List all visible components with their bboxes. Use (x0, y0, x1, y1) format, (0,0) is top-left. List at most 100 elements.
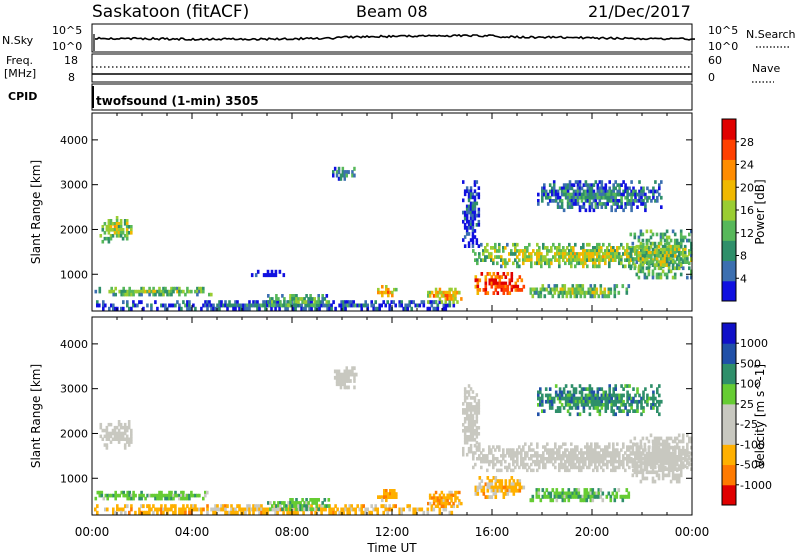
heatmap-cell (304, 306, 307, 311)
heatmap-cell (107, 437, 111, 441)
heatmap-cell (440, 490, 444, 495)
heatmap-cell (681, 464, 685, 468)
heatmap-cell (541, 189, 544, 194)
heatmap-cell (614, 403, 617, 407)
heatmap-cell (679, 464, 683, 468)
heatmap-cell (589, 494, 593, 499)
heatmap-cell (121, 228, 125, 232)
heatmap-cell (673, 461, 677, 465)
heatmap-cell (152, 493, 155, 498)
heatmap-cell (442, 507, 446, 512)
heatmap-cell (610, 403, 613, 407)
heatmap-cell (166, 289, 169, 294)
heatmap-cell (657, 451, 661, 456)
heatmap-cell (554, 199, 558, 203)
heatmap-cell (454, 496, 457, 500)
heatmap-cell (471, 241, 475, 245)
heatmap-cell (347, 385, 350, 390)
heatmap-cell (582, 454, 585, 458)
heatmap-cell (648, 195, 651, 200)
heatmap-cell (387, 293, 390, 298)
heatmap-cell (393, 489, 396, 493)
heatmap-cell (637, 451, 641, 456)
heatmap-cell (504, 275, 508, 279)
heatmap-cell (661, 439, 665, 444)
colorbar-tick-label: -25 (740, 418, 758, 431)
heatmap-cell (353, 375, 356, 380)
heatmap-cell (638, 192, 641, 197)
heatmap-cell (130, 440, 133, 444)
heatmap-cell (569, 491, 573, 496)
heatmap-cell (590, 459, 593, 464)
heatmap-cell (313, 297, 316, 301)
heatmap-cell (661, 251, 665, 255)
heatmap-cell (566, 186, 570, 191)
heatmap-cell (180, 510, 183, 515)
heatmap-cell (656, 189, 659, 194)
heatmap-cell (632, 202, 635, 206)
heatmap-cell (588, 199, 592, 203)
heatmap-cell (462, 402, 465, 406)
heatmap-cell (125, 434, 129, 439)
heatmap-cell (204, 493, 207, 498)
heatmap-cell (128, 289, 131, 294)
heatmap-cell (574, 195, 578, 200)
heatmap-cell (492, 445, 495, 449)
heatmap-cell (488, 485, 492, 490)
heatmap-cell (542, 255, 545, 259)
heatmap-cell (637, 455, 641, 459)
heatmap-cell (556, 195, 560, 200)
heatmap-cell (512, 492, 516, 496)
heatmap-cell (467, 405, 471, 409)
heatmap-cell (610, 468, 613, 473)
heatmap-cell (596, 454, 599, 458)
heatmap-cell (602, 451, 605, 455)
heatmap-cell (554, 246, 557, 250)
heatmap-cell (681, 451, 685, 456)
heatmap-cell (558, 255, 561, 259)
heatmap-cell (588, 448, 591, 452)
heatmap-cell (482, 492, 486, 496)
heatmap-cell (673, 272, 677, 277)
heatmap-cell (550, 399, 554, 404)
heatmap-cell (514, 242, 517, 247)
heatmap-cell (679, 473, 683, 478)
heatmap-cell (463, 432, 467, 436)
heatmap-cell (160, 493, 163, 498)
heatmap-cell (126, 504, 129, 509)
heatmap-cell (577, 284, 581, 289)
heatmap-cell (688, 238, 691, 243)
heatmap-cell (170, 504, 173, 509)
heatmap-cell (117, 440, 121, 444)
heatmap-cell (360, 306, 363, 311)
heatmap-cell (304, 303, 307, 308)
heatmap-cell (317, 294, 320, 298)
heatmap-cell (605, 294, 609, 299)
heatmap-cell (148, 289, 151, 294)
heatmap-cell (478, 442, 481, 446)
heatmap-cell (608, 264, 611, 269)
heatmap-cell (630, 459, 633, 464)
heatmap-cell (269, 501, 272, 505)
heatmap-cell (582, 462, 585, 467)
heatmap-cell (467, 420, 471, 424)
heatmap-cell (345, 372, 348, 377)
heatmap-cell (127, 443, 131, 447)
heatmap-cell (585, 498, 589, 503)
heatmap-cell (125, 225, 129, 229)
heatmap-cell (562, 183, 566, 187)
heatmap-cell (342, 303, 345, 308)
heatmap-cell (238, 303, 241, 308)
heatmap-cell (608, 261, 611, 266)
heatmap-cell (391, 495, 394, 499)
heatmap-cell (522, 465, 525, 470)
heatmap-cell (665, 461, 669, 465)
heatmap-cell (550, 448, 553, 452)
station-title: Saskatoon (fitACF) (92, 2, 249, 22)
heatmap-cell (463, 192, 467, 197)
heatmap-cell (125, 440, 129, 444)
heatmap-cell (134, 303, 137, 308)
heatmap-cell (626, 390, 629, 395)
heatmap-cell (277, 507, 280, 512)
heatmap-cell (640, 192, 643, 197)
